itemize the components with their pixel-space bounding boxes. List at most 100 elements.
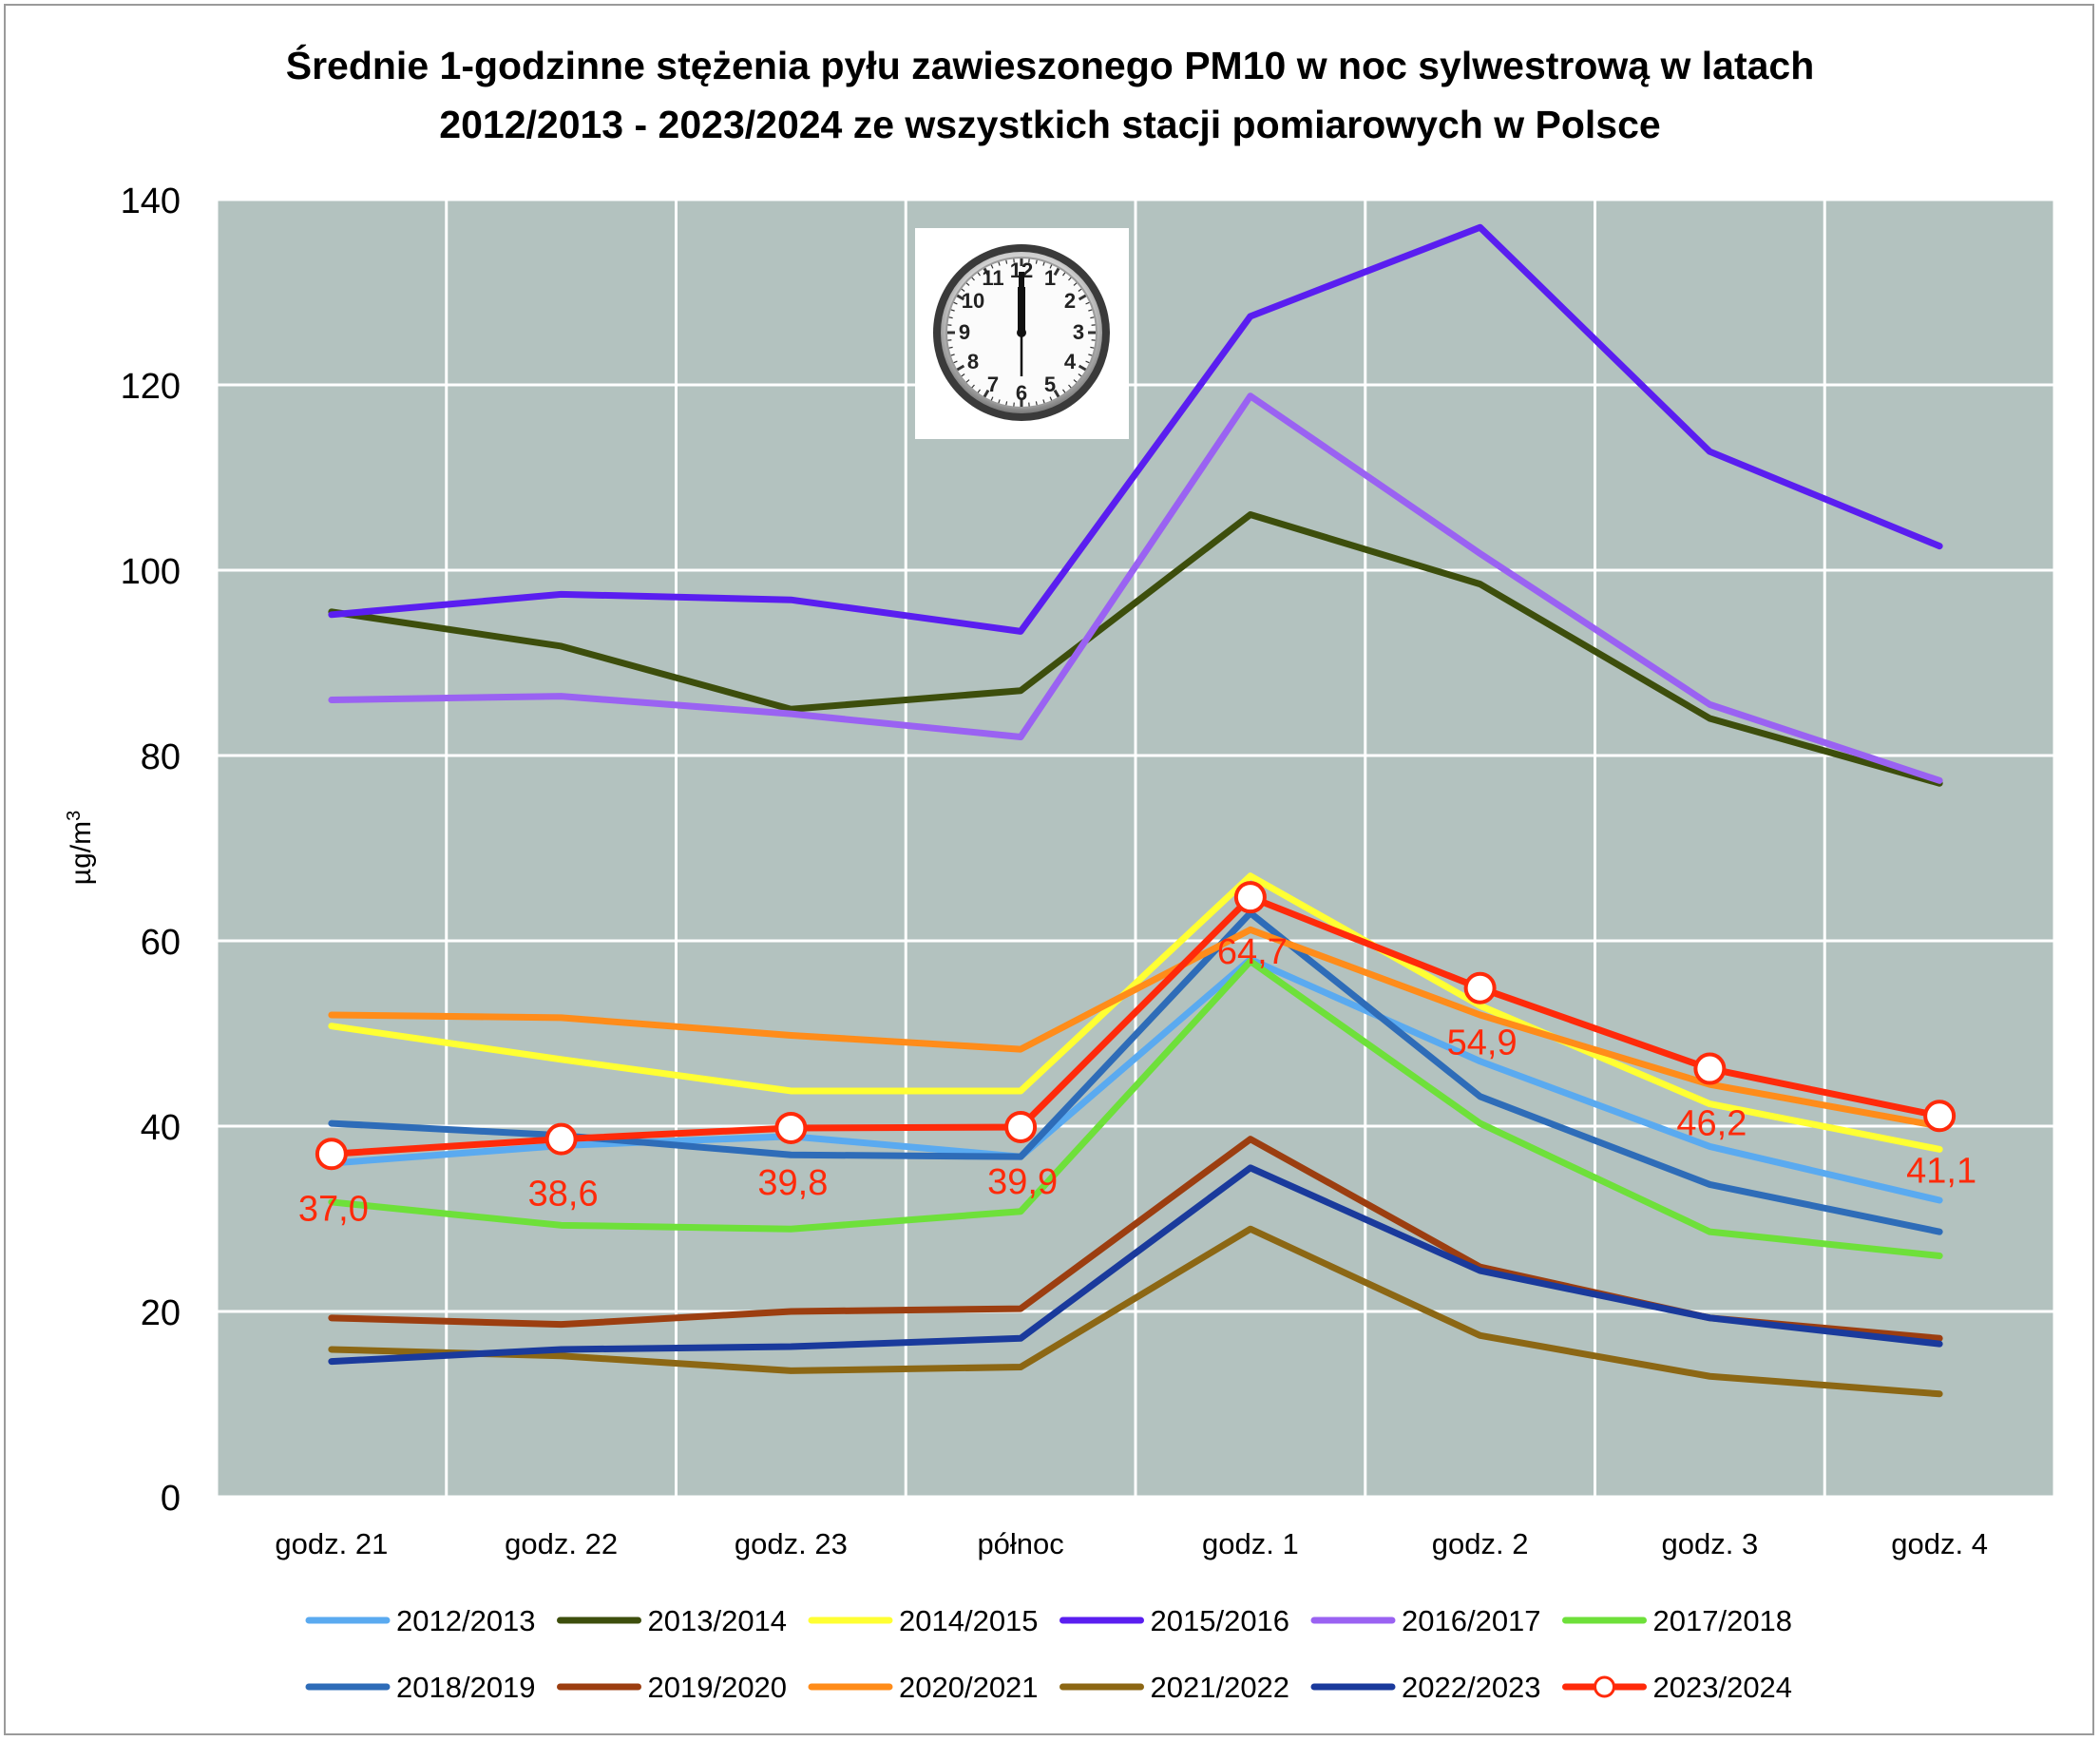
data-labels: 37,0 38,6 39,8 39,9 64,7 54,9 46,2 41,1 — [298, 932, 1976, 1229]
clock-tick — [1073, 379, 1078, 383]
series-line-2023-2024 — [328, 893, 1943, 1157]
clock-tick — [1073, 282, 1078, 286]
clock-tick — [956, 364, 965, 372]
series-line-2013-2014 — [328, 511, 1943, 787]
legend: 2012/2013 2013/2014 2014/2015 2015/2016 2016… — [305, 1604, 1793, 1704]
clock-tick — [1085, 301, 1090, 305]
clock-tick — [1053, 389, 1060, 398]
data-point-marker — [315, 1138, 348, 1171]
x-tick-label: godz. 1 — [1202, 1527, 1299, 1560]
clock-tick — [1049, 264, 1053, 269]
y-tick-label: 140 — [121, 182, 181, 221]
data-point-marker — [774, 1111, 808, 1144]
legend-label: 2014/2015 — [899, 1604, 1039, 1637]
clock-tick — [971, 384, 975, 389]
x-tick-label: godz. 22 — [505, 1527, 618, 1560]
clock-tick — [965, 379, 970, 383]
legend-label: 2023/2024 — [1653, 1671, 1793, 1704]
y-tick-label: 40 — [141, 1108, 181, 1148]
clock-tick — [1062, 389, 1066, 393]
series-line-2014-2015 — [328, 872, 1943, 1153]
clock-tick — [983, 267, 990, 277]
chart-title-line-2: 2012/2013 - 2023/2024 ze wszystkich stac… — [439, 103, 1661, 146]
data-point-marker — [1693, 1052, 1727, 1085]
clock-tick — [953, 360, 958, 364]
svg-text:7: 7 — [987, 373, 999, 396]
series-line-2021-2022 — [328, 1225, 1943, 1398]
svg-text:3: 3 — [1073, 320, 1084, 344]
series-line-2016-2017 — [328, 392, 1943, 784]
y-tick-label: 80 — [141, 737, 181, 777]
clock-tick — [1068, 384, 1072, 389]
y-tick-label: 0 — [161, 1479, 181, 1519]
clock-tick — [953, 301, 958, 305]
clock-tick — [1042, 261, 1045, 266]
clock-tick — [948, 316, 953, 319]
data-label: 54,9 — [1447, 1024, 1518, 1063]
clock-tick — [977, 389, 981, 393]
svg-text:2: 2 — [1064, 289, 1076, 313]
clock-tick — [977, 272, 981, 277]
clock-tick — [1005, 259, 1008, 264]
legend-label: 2016/2017 — [1402, 1604, 1541, 1637]
clock-tick — [1088, 354, 1093, 356]
clock-tick — [983, 389, 990, 398]
data-label: 46,2 — [1676, 1104, 1747, 1144]
legend-label: 2018/2019 — [396, 1671, 536, 1704]
svg-text:1: 1 — [1044, 266, 1056, 290]
clock-tick — [998, 399, 1001, 404]
chart-title-line-1: Średnie 1-godzinne stężenia pyłu zawiesz… — [285, 44, 1815, 87]
x-tick-label: godz. 23 — [735, 1527, 848, 1560]
clock-tick — [1068, 277, 1072, 281]
clock-tick — [1005, 401, 1008, 406]
clock-tick — [1035, 259, 1038, 264]
legend-label: 2019/2020 — [648, 1671, 788, 1704]
x-tick-label: godz. 21 — [275, 1527, 388, 1560]
data-label: 37,0 — [298, 1189, 369, 1229]
clock-tick — [1042, 399, 1045, 404]
y-tick-label: 20 — [141, 1293, 181, 1333]
series-line-2022-2023 — [328, 1164, 1943, 1366]
series-lines — [315, 223, 1957, 1398]
clock-tick — [965, 282, 970, 286]
svg-text:11: 11 — [982, 266, 1003, 290]
y-tick-label: 100 — [121, 552, 181, 592]
svg-text:9: 9 — [959, 320, 970, 344]
y-tick-label: 60 — [141, 923, 181, 963]
legend-label: 2021/2022 — [1151, 1671, 1290, 1704]
clock-tick — [1088, 309, 1093, 312]
y-axis-tick-labels: 0 20 40 60 80 100 120 140 — [121, 182, 181, 1519]
legend-label: 2013/2014 — [648, 1604, 788, 1637]
series-line-2020-2021 — [328, 926, 1943, 1130]
svg-text:4: 4 — [1064, 350, 1077, 373]
legend-marker — [1594, 1675, 1615, 1698]
data-point-marker — [1923, 1100, 1957, 1133]
data-label: 38,6 — [528, 1175, 599, 1215]
clock-tick — [1085, 360, 1090, 364]
y-tick-label: 120 — [121, 367, 181, 407]
svg-text:8: 8 — [967, 350, 979, 373]
data-point-marker — [1004, 1110, 1038, 1143]
data-label: 39,8 — [757, 1163, 828, 1203]
clock-tick — [1049, 396, 1053, 401]
clock-tick — [1078, 294, 1087, 301]
data-label: 64,7 — [1217, 932, 1288, 972]
clock-tick — [950, 309, 955, 312]
svg-text:10: 10 — [962, 289, 984, 313]
clock-tick — [1062, 272, 1066, 277]
series-line-2012-2013 — [328, 956, 1943, 1204]
data-point-marker — [544, 1122, 578, 1156]
legend-label: 2022/2023 — [1402, 1671, 1541, 1704]
clock-tick — [950, 354, 955, 356]
x-tick-label: północ — [977, 1527, 1063, 1560]
clock-tick — [971, 277, 975, 281]
x-axis-tick-labels: godz. 21 godz. 22 godz. 23 północ godz. 1 god… — [275, 1527, 1988, 1560]
clock-tick — [1035, 401, 1038, 406]
x-tick-label: godz. 4 — [1891, 1527, 1988, 1560]
series-line-2015-2016 — [328, 223, 1943, 635]
clock-tick — [1078, 373, 1082, 377]
clock-tick — [1053, 267, 1060, 277]
clock-tick — [990, 396, 994, 401]
